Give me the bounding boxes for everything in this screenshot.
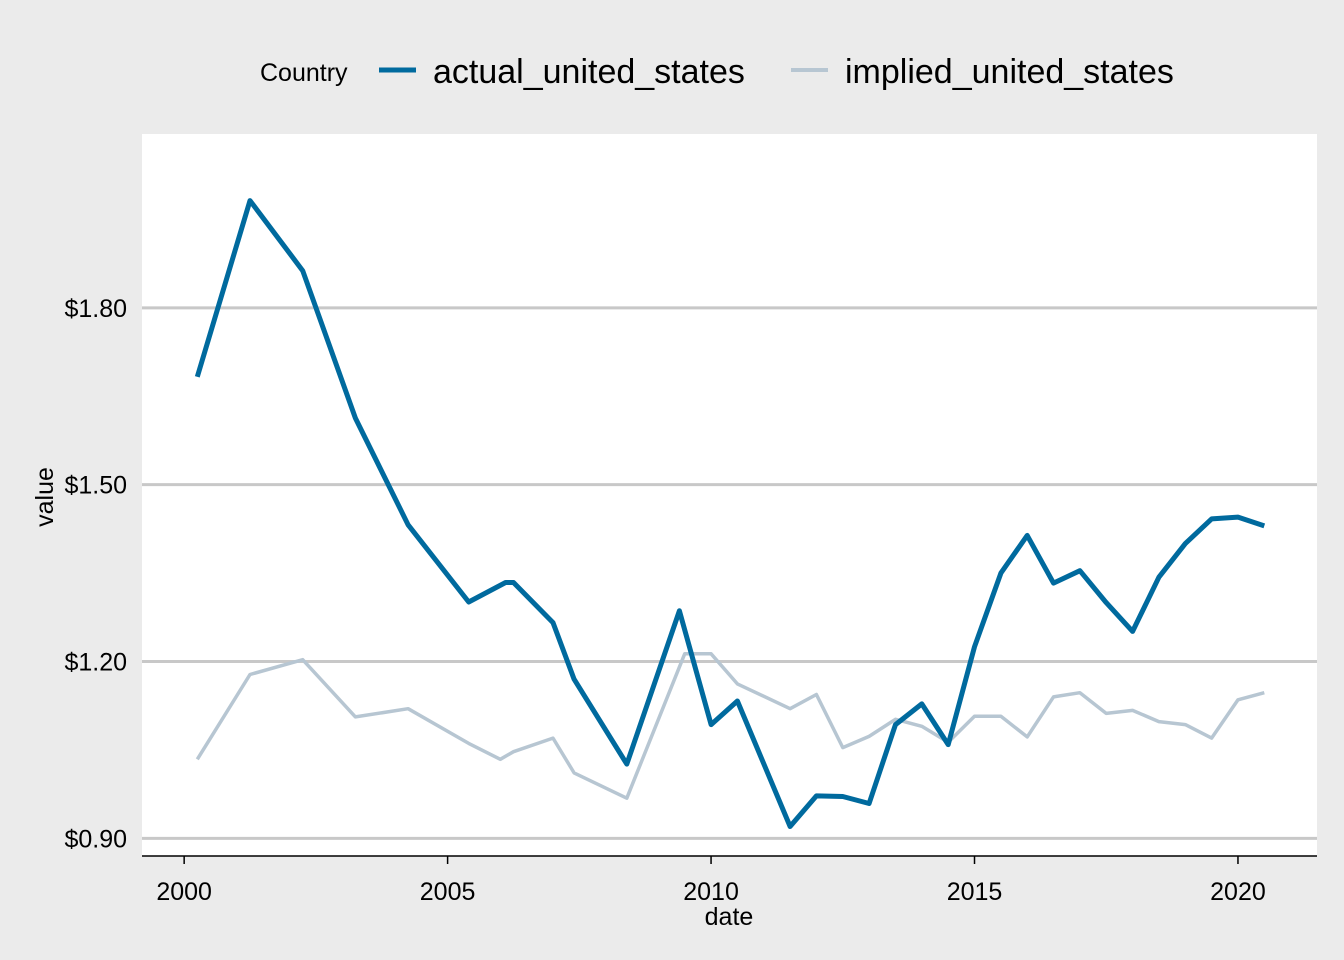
- x-tick-label: 2005: [420, 878, 476, 906]
- series-line-actual-united-states: [194, 198, 1266, 829]
- y-tick-label: $1.50: [64, 472, 127, 500]
- x-tick-label: 2020: [1210, 878, 1266, 906]
- series-layer: [194, 198, 1266, 829]
- x-axis-label: date: [705, 903, 754, 931]
- y-axis-label: value: [31, 467, 59, 527]
- x-tick-label: 2010: [683, 878, 739, 906]
- legend-label-actual-united-states: actual_united_states: [433, 53, 745, 91]
- legend-title: Country: [260, 59, 348, 87]
- x-tick-label: 2000: [156, 878, 212, 906]
- gridlines: [142, 306, 1317, 840]
- series-line-implied-united-states: [195, 652, 1265, 800]
- legend-label-implied-united-states: implied_united_states: [845, 53, 1174, 91]
- x-tick-label: 2015: [947, 878, 1003, 906]
- y-tick-label: $1.20: [64, 649, 127, 677]
- plot-panel: [142, 134, 1317, 856]
- y-tick-label: $1.80: [64, 295, 127, 323]
- y-tick-label: $0.90: [64, 825, 127, 853]
- x-axis-ticks: 2000 2005 2010 2015 2020: [156, 856, 1266, 906]
- legend: Country actual_united_states implied_uni…: [260, 53, 1174, 91]
- y-axis-ticks: $0.90 $1.20 $1.50 $1.80: [64, 295, 127, 853]
